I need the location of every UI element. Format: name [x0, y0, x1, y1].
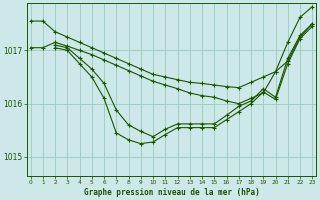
X-axis label: Graphe pression niveau de la mer (hPa): Graphe pression niveau de la mer (hPa): [84, 188, 259, 197]
